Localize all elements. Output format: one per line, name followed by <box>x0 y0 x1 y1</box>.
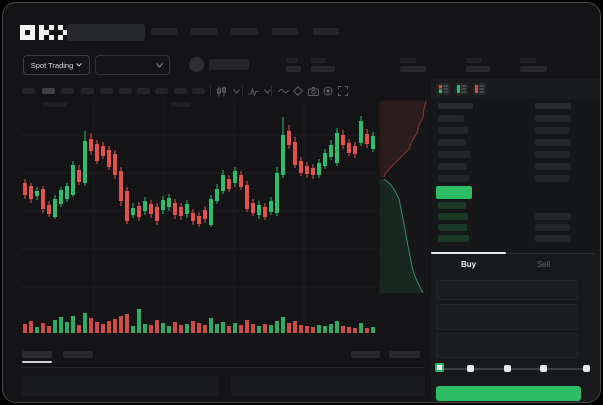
pair-price-placeholder <box>209 59 249 70</box>
orderbook-col-header <box>438 103 473 109</box>
active-bottom-tab-underline <box>22 361 52 363</box>
toolbar-divider <box>242 86 243 96</box>
candlestick-icon[interactable] <box>215 85 227 97</box>
timeframe-button[interactable] <box>42 88 55 94</box>
slider-dot[interactable] <box>467 365 474 372</box>
nav-item-placeholder[interactable] <box>272 28 298 35</box>
chevron-down-icon[interactable] <box>230 85 242 97</box>
ask-amount-placeholder[interactable] <box>535 115 571 122</box>
amount-slider[interactable] <box>440 368 590 370</box>
slider-dot[interactable] <box>583 365 590 372</box>
toolbar-divider <box>210 86 211 96</box>
brush-icon[interactable] <box>292 85 304 97</box>
pair-selector-dropdown[interactable] <box>95 55 170 75</box>
chevron-down-icon[interactable] <box>261 85 273 97</box>
ask-price-placeholder[interactable] <box>438 127 468 134</box>
coin-icon <box>189 57 204 72</box>
nav-item-placeholder[interactable] <box>191 28 217 35</box>
slider-handle[interactable] <box>435 363 444 372</box>
chevron-down-icon <box>156 62 163 68</box>
bottom-action-placeholder[interactable] <box>351 351 380 358</box>
stat-value-placeholder <box>520 66 547 72</box>
bid-amount-placeholder[interactable] <box>535 213 571 220</box>
ask-amount-placeholder[interactable] <box>535 127 569 134</box>
stat-value-placeholder <box>286 66 301 72</box>
stat-label-placeholder <box>400 58 416 63</box>
chevron-down-icon <box>76 63 83 67</box>
timeframe-button[interactable] <box>137 88 150 94</box>
nav-item-placeholder[interactable] <box>151 28 177 35</box>
settings-icon[interactable] <box>322 85 334 97</box>
ask-amount-placeholder[interactable] <box>535 163 571 170</box>
bottom-panel <box>22 376 219 396</box>
candlestick-chart[interactable] <box>21 99 377 339</box>
stat-value-placeholder <box>311 66 335 72</box>
bottom-action-placeholder[interactable] <box>389 351 420 358</box>
bid-price-placeholder[interactable] <box>438 202 466 209</box>
tab-buy[interactable]: Buy <box>460 260 477 269</box>
tab-sell[interactable]: Sell <box>536 260 551 269</box>
timeframe-button[interactable] <box>174 88 187 94</box>
indicators-icon[interactable] <box>247 85 259 97</box>
bid-price-placeholder[interactable] <box>438 213 468 220</box>
trade-tabs-divider <box>431 253 594 254</box>
orderbook-asks-icon[interactable] <box>473 83 486 95</box>
market-type-label: Spot Trading <box>30 60 74 70</box>
fullscreen-icon[interactable] <box>337 85 349 97</box>
camera-icon[interactable] <box>307 85 319 97</box>
timeframe-button[interactable] <box>22 88 35 94</box>
orderbook-bids-icon[interactable] <box>455 83 468 95</box>
stat-value-placeholder <box>400 66 426 72</box>
order-input-field[interactable] <box>436 333 578 358</box>
stat-label-placeholder <box>520 58 536 63</box>
ask-price-placeholder[interactable] <box>438 139 466 146</box>
ask-amount-placeholder[interactable] <box>535 139 571 146</box>
order-input-field[interactable] <box>436 280 578 300</box>
nav-item-placeholder[interactable] <box>313 28 339 35</box>
ask-price-placeholder[interactable] <box>438 163 467 170</box>
bottom-tab[interactable] <box>22 351 52 358</box>
market-type-dropdown[interactable]: Spot Trading <box>23 55 90 75</box>
timeframe-button[interactable] <box>81 88 94 94</box>
ask-price-placeholder[interactable] <box>438 151 470 158</box>
bid-price-placeholder[interactable] <box>438 235 469 242</box>
timeframe-button[interactable] <box>119 88 132 94</box>
bottom-tab[interactable] <box>63 351 93 358</box>
ask-amount-placeholder[interactable] <box>535 151 570 158</box>
toolbar-divider <box>271 86 272 96</box>
bid-amount-placeholder[interactable] <box>535 224 570 231</box>
timeframe-button[interactable] <box>192 88 205 94</box>
slider-dot[interactable] <box>504 365 511 372</box>
order-input-field[interactable] <box>436 304 578 330</box>
nav-item-placeholder[interactable] <box>231 28 258 35</box>
stat-label-placeholder <box>466 58 482 63</box>
timeframe-button[interactable] <box>61 88 74 94</box>
slider-dot[interactable] <box>540 365 547 372</box>
buy-submit-button[interactable] <box>436 386 581 401</box>
trade-panel: Buy Sell <box>431 249 600 402</box>
search-input[interactable] <box>67 24 145 41</box>
line-tool-icon[interactable] <box>277 85 289 97</box>
stat-value-placeholder <box>466 66 490 72</box>
orderbook-col-header <box>535 103 571 109</box>
stat-label-placeholder <box>311 58 326 63</box>
ask-price-placeholder[interactable] <box>438 115 464 122</box>
ask-amount-placeholder[interactable] <box>535 175 569 182</box>
orderbook-both-icon[interactable] <box>437 83 450 95</box>
okx-logo <box>20 25 73 40</box>
bid-amount-placeholder[interactable] <box>535 235 571 242</box>
orderbook-header <box>431 79 600 99</box>
bottom-panel <box>231 376 425 396</box>
timeframe-button[interactable] <box>155 88 168 94</box>
ask-price-placeholder[interactable] <box>438 175 469 182</box>
stat-label-placeholder <box>286 58 298 63</box>
last-price-badge[interactable] <box>436 186 472 199</box>
bottom-divider <box>21 367 425 368</box>
bid-price-placeholder[interactable] <box>438 224 467 231</box>
timeframe-button[interactable] <box>100 88 113 94</box>
depth-chart <box>379 100 427 294</box>
active-tab-underline <box>431 252 506 254</box>
